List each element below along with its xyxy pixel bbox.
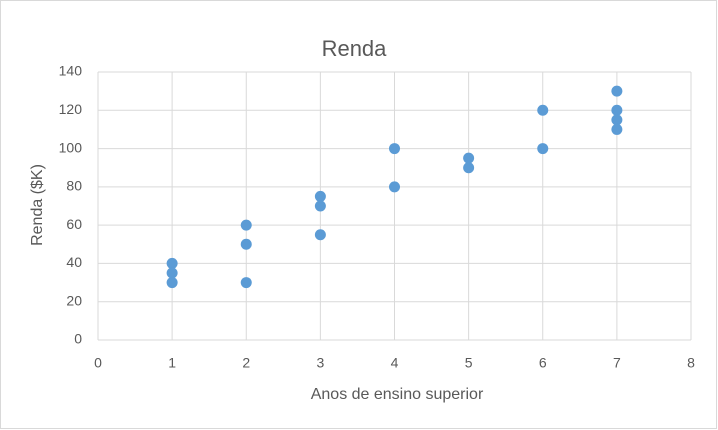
point bbox=[611, 123, 623, 135]
chart-title: Renda bbox=[322, 36, 388, 61]
y-axis-label: Renda ($K) bbox=[29, 164, 46, 246]
point bbox=[314, 229, 326, 241]
x-tick-label: 7 bbox=[613, 355, 621, 371]
y-tick-label: 100 bbox=[59, 139, 83, 155]
point bbox=[166, 257, 178, 269]
point bbox=[166, 267, 178, 279]
y-tick-label: 60 bbox=[66, 216, 82, 232]
y-tick-label: 120 bbox=[59, 101, 83, 117]
point bbox=[611, 104, 623, 116]
point bbox=[463, 162, 475, 174]
point bbox=[537, 143, 549, 155]
point bbox=[240, 238, 252, 250]
x-tick-label: 1 bbox=[168, 355, 176, 371]
x-tick-label: 8 bbox=[687, 355, 695, 371]
x-tick-label: 4 bbox=[391, 355, 399, 371]
y-tick-label: 80 bbox=[66, 178, 82, 194]
x-tick-label: 2 bbox=[242, 355, 250, 371]
point bbox=[314, 190, 326, 202]
point bbox=[463, 152, 475, 164]
x-tick-label: 3 bbox=[316, 355, 324, 371]
point bbox=[611, 114, 623, 126]
point bbox=[389, 181, 400, 193]
point bbox=[314, 200, 326, 212]
x-tick-label: 0 bbox=[94, 355, 102, 371]
x-tick-label: 6 bbox=[539, 355, 547, 371]
y-tick-label: 0 bbox=[74, 331, 82, 347]
x-axis-label: Anos de ensino superior bbox=[311, 386, 484, 403]
point bbox=[611, 85, 623, 97]
x-tick-label: 5 bbox=[465, 355, 473, 371]
y-tick-label: 140 bbox=[59, 63, 83, 79]
point bbox=[240, 219, 252, 231]
y-tick-label: 20 bbox=[66, 292, 82, 308]
point bbox=[389, 143, 400, 155]
point bbox=[240, 277, 252, 289]
point bbox=[537, 104, 549, 116]
point bbox=[166, 277, 178, 289]
y-tick-label: 40 bbox=[66, 254, 82, 270]
